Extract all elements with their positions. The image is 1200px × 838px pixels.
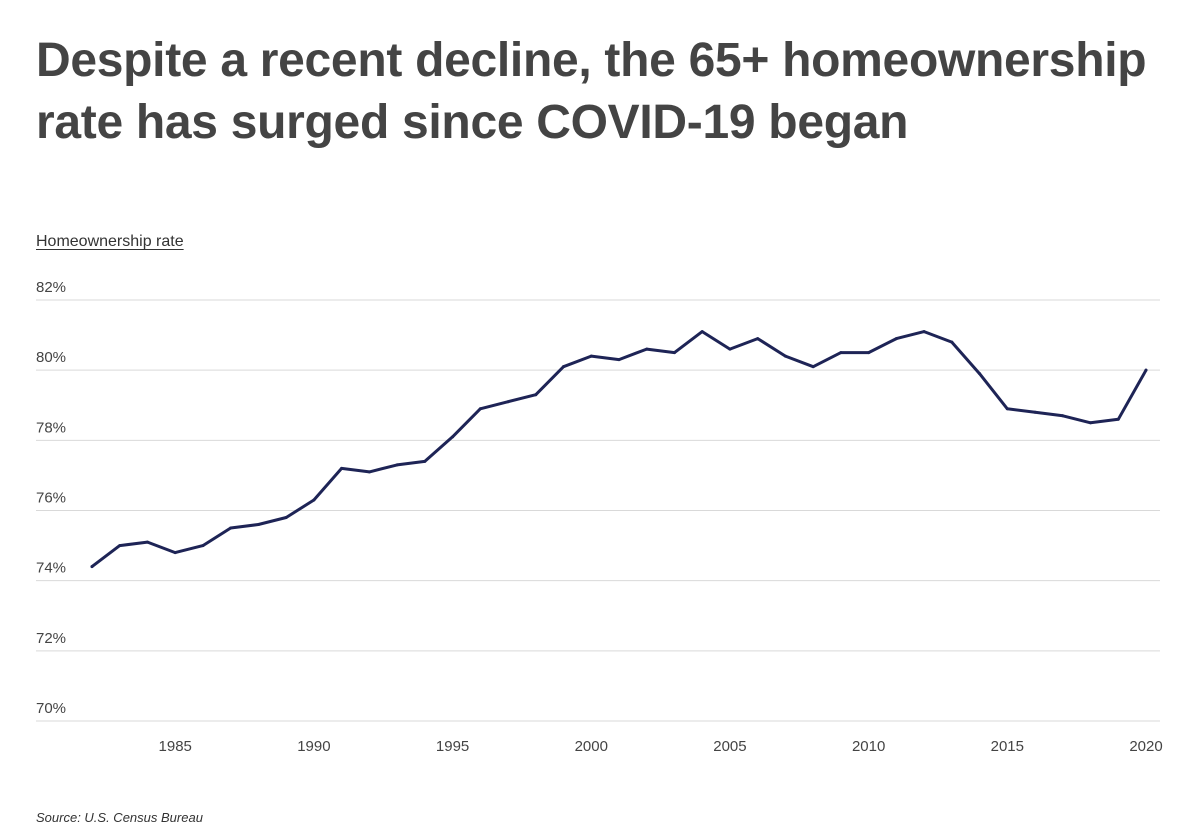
y-tick-label: 80%: [36, 349, 66, 366]
x-tick-label: 1990: [297, 738, 330, 755]
y-tick-label: 70%: [36, 700, 66, 717]
data-point: [1005, 407, 1009, 411]
data-point: [118, 544, 122, 548]
data-point: [1116, 417, 1120, 421]
data-point: [1089, 421, 1093, 425]
gridlines: [36, 299, 1160, 722]
series-group: [90, 330, 1148, 569]
y-tick-label: 76%: [36, 490, 66, 507]
data-point: [256, 523, 260, 527]
x-tick-label: 2015: [991, 738, 1024, 755]
x-axis-ticks: 1985 1990 1995 2000 2005 2010 2015 2020: [159, 738, 1163, 755]
data-point: [506, 400, 510, 404]
y-tick-label: 78%: [36, 419, 66, 436]
y-tick-label: 74%: [36, 560, 66, 577]
data-point: [950, 340, 954, 344]
data-point: [367, 470, 371, 474]
data-point: [562, 365, 566, 369]
data-point: [201, 544, 205, 548]
y-axis-label: Homeownership rate: [36, 233, 184, 250]
data-point: [395, 463, 399, 467]
source-note: Source: U.S. Census Bureau: [36, 810, 203, 825]
data-point: [423, 459, 427, 463]
data-point: [534, 393, 538, 397]
data-point: [811, 365, 815, 369]
data-point: [589, 354, 593, 358]
chart-title: Despite a recent decline, the 65+ homeow…: [36, 34, 1147, 149]
y-axis-ticks: 82% 80% 78% 76% 74% 72% 70%: [36, 279, 66, 717]
data-point: [340, 466, 344, 470]
data-point: [728, 347, 732, 351]
data-point: [1033, 410, 1037, 414]
data-point: [867, 351, 871, 355]
data-point: [978, 372, 982, 376]
data-point: [922, 330, 926, 334]
data-point: [173, 551, 177, 555]
data-point: [1061, 414, 1065, 418]
y-tick-label: 72%: [36, 630, 66, 647]
data-point: [229, 526, 233, 530]
data-point: [284, 516, 288, 520]
y-tick-label: 82%: [36, 279, 66, 296]
data-point: [90, 565, 94, 569]
data-point: [700, 330, 704, 334]
data-point: [312, 498, 316, 502]
data-point: [478, 407, 482, 411]
data-point: [1144, 368, 1148, 372]
x-tick-label: 2005: [713, 738, 746, 755]
data-point: [839, 351, 843, 355]
x-tick-label: 1995: [436, 738, 469, 755]
x-tick-label: 2000: [575, 738, 608, 755]
data-point: [672, 351, 676, 355]
data-point: [617, 358, 621, 362]
data-point: [451, 435, 455, 439]
data-point: [645, 347, 649, 351]
data-point: [894, 337, 898, 341]
x-tick-label: 2010: [852, 738, 885, 755]
data-point: [145, 540, 149, 544]
data-point: [756, 337, 760, 341]
x-tick-label: 1985: [159, 738, 192, 755]
series-line: [90, 330, 1148, 569]
data-point: [783, 354, 787, 358]
x-tick-label: 2020: [1129, 738, 1162, 755]
